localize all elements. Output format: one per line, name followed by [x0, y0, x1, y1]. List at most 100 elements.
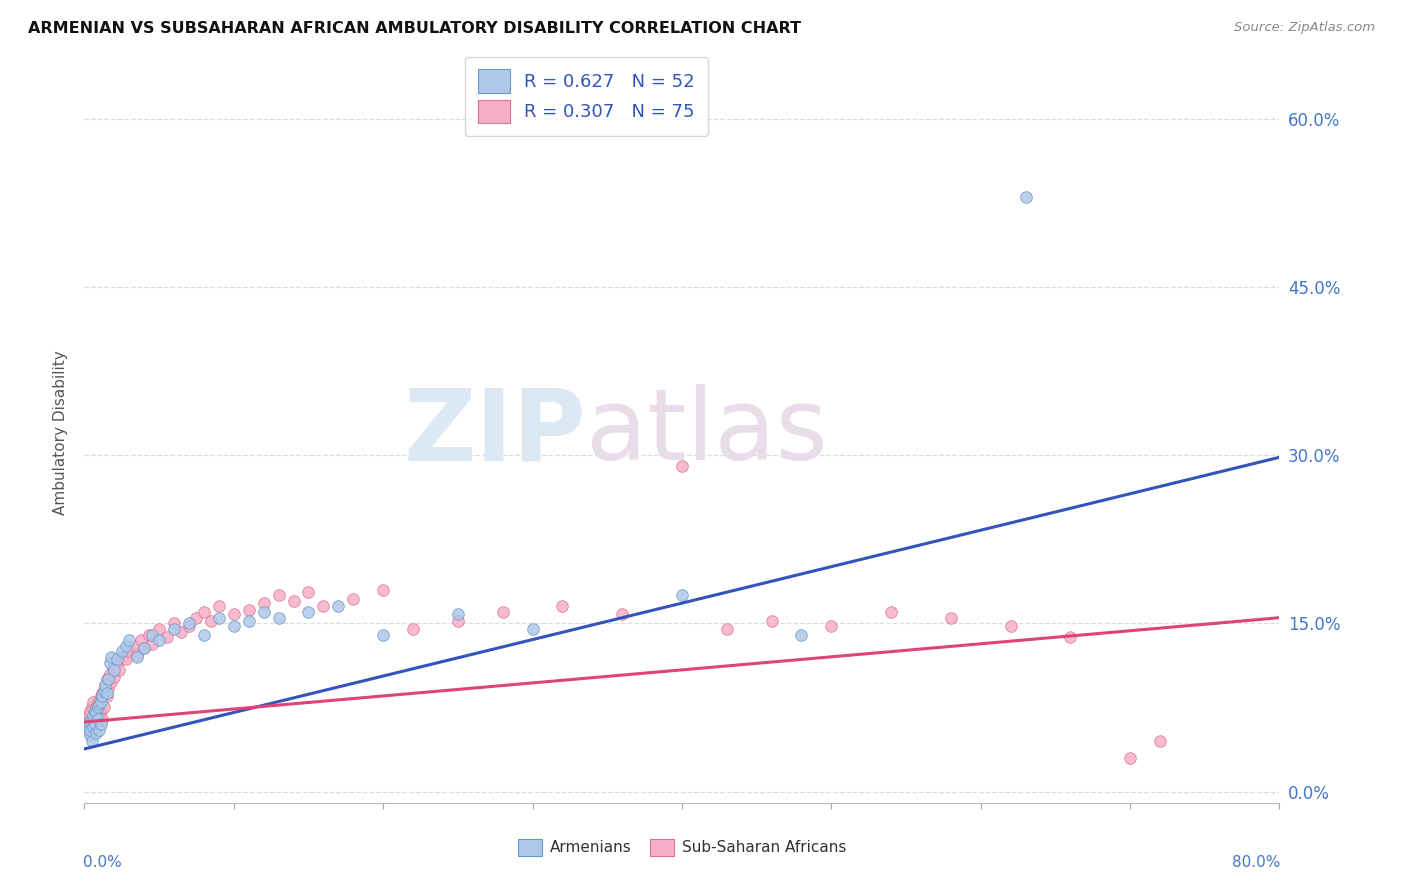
Text: atlas: atlas [586, 384, 828, 481]
Point [761, 614, 783, 628]
Point [93, 700, 115, 714]
Point [90, 704, 112, 718]
Point [82, 719, 104, 733]
Point [148, 622, 170, 636]
Legend: Armenians, Sub-Saharan Africans: Armenians, Sub-Saharan Africans [512, 833, 852, 862]
Y-axis label: Ambulatory Disability: Ambulatory Disability [52, 351, 67, 515]
Point [155, 630, 177, 644]
Point [82, 708, 104, 723]
Point [671, 588, 693, 602]
Point [79, 704, 101, 718]
Point [612, 607, 634, 622]
Point [138, 627, 160, 641]
Point [125, 650, 148, 665]
Point [76, 717, 98, 731]
Point [1149, 734, 1171, 748]
Point [75, 723, 97, 737]
Point [238, 614, 260, 628]
Point [79, 723, 101, 737]
Point [86, 712, 108, 726]
Point [193, 605, 215, 619]
Point [163, 622, 186, 636]
Point [373, 582, 395, 597]
Point [93, 683, 115, 698]
Point [83, 717, 105, 731]
Point [97, 673, 120, 687]
Point [89, 692, 111, 706]
Point [177, 616, 200, 631]
Text: Source: ZipAtlas.com: Source: ZipAtlas.com [1234, 21, 1375, 34]
Point [141, 627, 163, 641]
Point [101, 661, 124, 675]
Point [77, 708, 100, 723]
Point [80, 712, 103, 726]
Point [96, 690, 118, 704]
Point [253, 605, 276, 619]
Point [76, 712, 98, 726]
Point [880, 605, 903, 619]
Point [163, 616, 186, 631]
Point [186, 610, 208, 624]
Point [86, 726, 108, 740]
Point [79, 729, 101, 743]
Point [1000, 618, 1022, 632]
Point [100, 650, 122, 665]
Point [87, 700, 110, 714]
Point [118, 633, 141, 648]
Point [97, 681, 120, 696]
Point [253, 596, 276, 610]
Point [238, 603, 260, 617]
Point [447, 607, 470, 622]
Point [1119, 751, 1142, 765]
Point [522, 622, 544, 636]
Point [115, 639, 138, 653]
Text: 80.0%: 80.0% [1232, 855, 1281, 870]
Point [86, 706, 108, 720]
Point [1014, 190, 1036, 204]
Point [86, 700, 108, 714]
Point [77, 719, 100, 733]
Point [551, 599, 574, 614]
Point [111, 644, 134, 658]
Point [447, 614, 470, 628]
Point [132, 640, 156, 655]
Point [170, 625, 193, 640]
Point [91, 690, 114, 704]
Point [132, 640, 156, 655]
Point [200, 614, 222, 628]
Point [87, 714, 110, 729]
Point [100, 674, 122, 689]
Point [297, 585, 319, 599]
Point [177, 618, 200, 632]
Point [283, 594, 305, 608]
Point [312, 599, 335, 614]
Point [90, 717, 112, 731]
Point [328, 599, 350, 614]
Point [141, 636, 163, 650]
Point [373, 627, 395, 641]
Point [492, 605, 515, 619]
Point [222, 607, 245, 622]
Point [94, 678, 117, 692]
Point [90, 690, 112, 704]
Point [91, 712, 114, 726]
Point [87, 697, 110, 711]
Point [94, 678, 117, 692]
Point [118, 644, 141, 658]
Point [105, 656, 128, 670]
Point [83, 706, 105, 720]
Point [402, 622, 425, 636]
Point [122, 639, 145, 653]
Point [98, 656, 121, 670]
Point [716, 622, 738, 636]
Point [87, 712, 110, 726]
Point [1059, 630, 1081, 644]
Point [91, 686, 114, 700]
Point [222, 618, 245, 632]
Point [89, 723, 111, 737]
Point [89, 697, 111, 711]
Point [208, 610, 231, 624]
Point [77, 714, 100, 729]
Point [671, 459, 693, 474]
Text: ARMENIAN VS SUBSAHARAN AFRICAN AMBULATORY DISABILITY CORRELATION CHART: ARMENIAN VS SUBSAHARAN AFRICAN AMBULATOR… [28, 21, 801, 36]
